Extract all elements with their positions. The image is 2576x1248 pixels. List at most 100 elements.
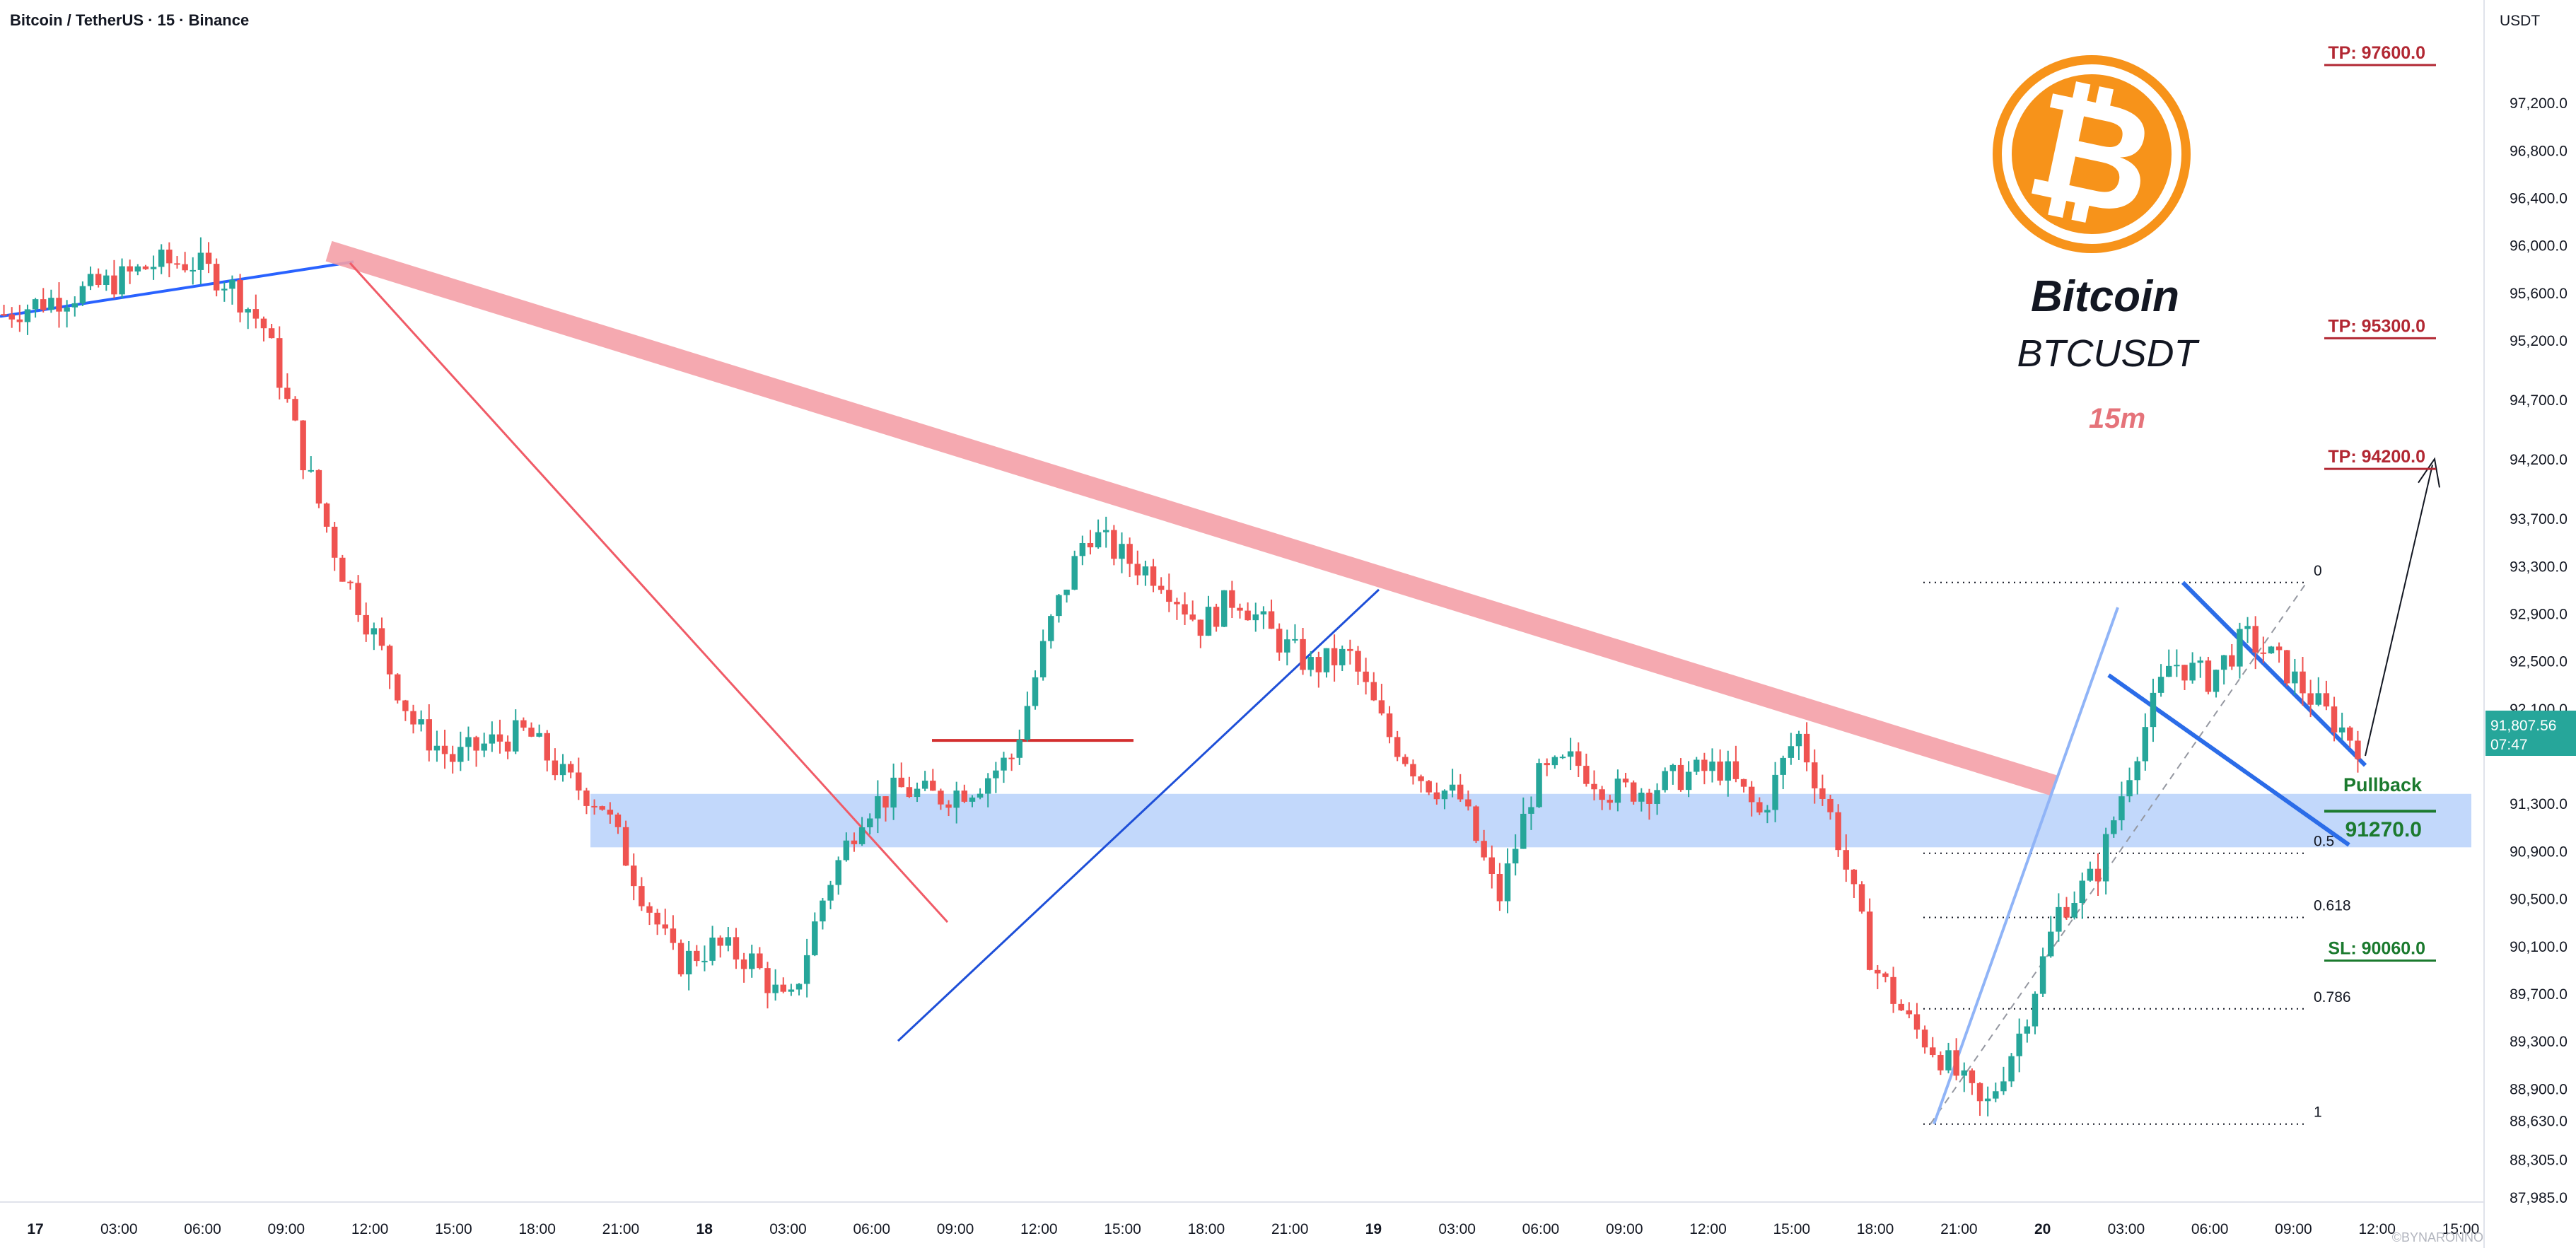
time-tick-label: 18 [697,1221,713,1237]
candle-body [953,791,960,808]
candle-body [2174,665,2180,667]
candle-body [875,796,881,819]
candle-body [1788,746,1795,758]
time-tick-label: 06:00 [1522,1221,1560,1237]
candle-body [827,885,834,901]
time-tick-label: 19 [1365,1221,1382,1237]
candle-body [174,263,180,265]
candle-body [56,298,62,312]
candle-body [1694,759,1700,772]
candle-body [221,288,228,291]
candle-body [2244,626,2251,629]
candle-body [308,470,314,472]
candle-body [2063,906,2070,918]
candle-body [1930,1047,1936,1056]
take-profit-label: TP: 97600.0 [2328,43,2425,63]
candle-body [2292,671,2298,684]
candle-body [795,984,803,990]
time-tick-label: 15:00 [1104,1221,1141,1237]
candle-body [465,737,472,747]
price-tick-label: 88,630.0 [2510,1114,2568,1130]
candle-body [2071,903,2077,918]
candle-body [1614,778,1621,803]
time-tick-label: 09:00 [937,1221,974,1237]
candle-body [1993,1091,1999,1099]
time-tick-label: 06:00 [2191,1221,2229,1237]
time-tick-label: 21:00 [602,1221,640,1237]
price-tick-label: 89,700.0 [2510,986,2568,1003]
candle-body [1921,1030,1928,1048]
price-tick-label: 88,305.0 [2510,1152,2568,1168]
candle-body [1709,762,1715,771]
candle-body [402,700,409,711]
candle-body [2347,727,2353,741]
candle-body [2102,834,2109,882]
candle-body [1481,841,1487,858]
candle-body [40,299,47,310]
candle-body [158,250,165,267]
candle-body [1441,791,1448,800]
current-price-badge: 91,807.56 07:47 [2485,711,2576,756]
candle-body [1418,776,1424,781]
candle-body [205,252,212,264]
candle-body [1008,757,1015,759]
candle-body [898,777,904,788]
candle-body [363,614,369,635]
candle-body [938,791,944,805]
candle-body [24,309,31,322]
candle-body [1245,610,1251,621]
candle-body [1607,800,1613,803]
time-tick-label: 15:00 [435,1221,472,1237]
candle-body [1843,850,1849,870]
time-axis[interactable]: 17 03:00 06:00 09:00 12:00 15:00 18:00 21:00 18 0… [0,1201,2484,1237]
price-tick-label: 94,700.0 [2510,392,2568,409]
candle-body [1394,737,1401,757]
fibonacci-layer: 0 0.5 0.618 0.786 1 [1923,563,2351,1125]
candle-body [410,711,416,725]
candle-body [1567,751,1574,757]
candle-body [142,266,149,269]
candle-body [2323,693,2330,707]
candle-body [1630,782,1637,802]
blue-ascending-trendline [897,588,1380,1042]
candle-body [1756,802,1763,813]
candle-body [1638,793,1645,802]
candle-body [993,770,999,778]
price-tick-label: 93,300.0 [2510,559,2568,575]
candle-body [300,420,306,471]
candle-body [79,286,86,303]
candle-body [717,938,723,946]
projection-arrow-head-icon [2418,457,2440,488]
candle-body [1819,788,1826,799]
candle-body [1591,783,1597,790]
price-tick-label: 97,200.0 [2510,95,2568,112]
candle-body [1433,792,1440,800]
price-tick-label: 92,900.0 [2510,606,2568,622]
candle-body [2094,868,2102,882]
candle-body [504,741,511,752]
candle-body [339,557,346,582]
candle-body [851,840,858,844]
candle-body [111,275,117,295]
candle-body [331,526,338,558]
candle-body [812,921,818,955]
candle-body [1071,556,1078,590]
annotation-layer: TP: 97600.0 TP: 95300.0 TP: 94200.0 SL: 900… [2324,43,2436,962]
candle-body [740,959,747,969]
candle-body [733,937,740,960]
candle-body [1866,911,1873,970]
candle-body [1913,1014,1921,1030]
candle-body [276,338,283,388]
candle-body [1095,532,1102,548]
candle-body [670,928,677,943]
candle-body [457,747,464,762]
price-tick-label: 90,500.0 [2510,892,2568,908]
candle-body [1488,857,1495,875]
price-scale[interactable]: USDT 97,200.0 96,800.0 96,400.0 96,000.0 95,… [2483,0,2568,1248]
candle-body [1119,544,1125,559]
fib-level-label: 0 [2314,563,2322,579]
price-tick-label: 95,200.0 [2510,333,2568,349]
candle-body [2181,665,2188,681]
price-tick-label: 89,300.0 [2510,1034,2568,1050]
